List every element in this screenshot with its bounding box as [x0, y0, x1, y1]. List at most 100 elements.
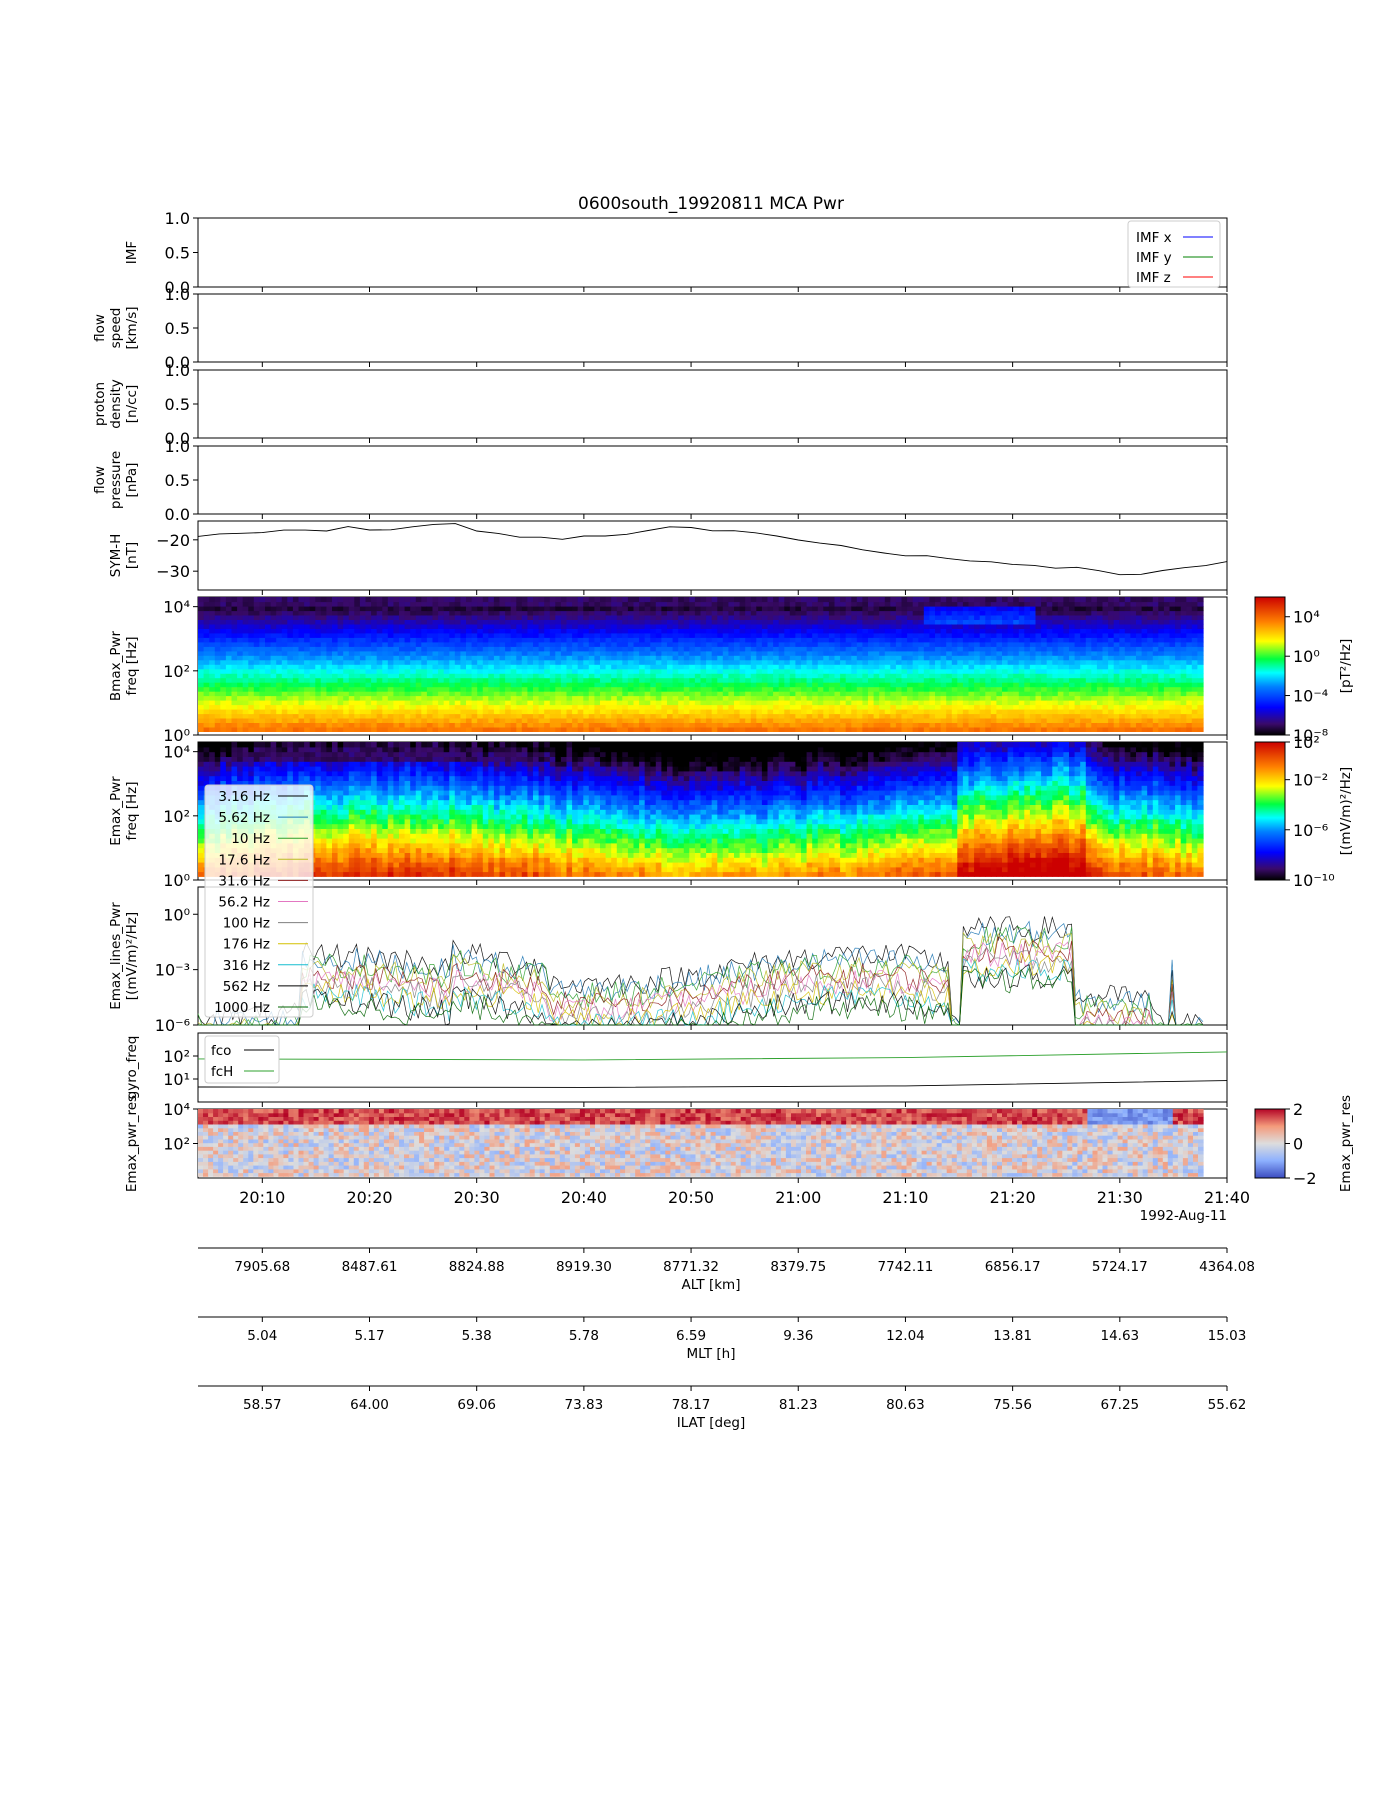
- spectrogram-cell: [521, 637, 528, 643]
- spectrogram-cell: [432, 722, 439, 728]
- spectrogram-cell: [399, 722, 406, 728]
- spectrogram-cell: [449, 713, 456, 719]
- spectrogram-cell: [946, 597, 953, 603]
- spectrogram-cell: [1080, 664, 1087, 670]
- spectrogram-cell: [605, 610, 612, 616]
- spectrogram-cell: [298, 726, 305, 732]
- spectrogram-cell: [393, 614, 400, 620]
- spectrogram-cell: [823, 691, 830, 697]
- spectrogram-cell: [588, 655, 595, 661]
- spectrogram-cell: [320, 623, 327, 629]
- spectrogram-cell: [466, 659, 473, 665]
- spectrogram-cell: [248, 650, 255, 656]
- spectrogram-cell: [873, 704, 880, 710]
- spectrogram-cell: [242, 659, 249, 665]
- spectrogram-cell: [588, 641, 595, 647]
- spectrogram-cell: [683, 632, 690, 638]
- spectrogram-cell: [773, 646, 780, 652]
- spectrogram-cell: [750, 691, 757, 697]
- spectrogram-cell: [639, 610, 646, 616]
- spectrogram-cell: [778, 686, 785, 692]
- spectrogram-cell: [1002, 659, 1009, 665]
- spectrogram-cell: [594, 664, 601, 670]
- spectrogram-cell: [387, 709, 394, 715]
- spectrogram-cell: [622, 623, 629, 629]
- spectrogram-cell: [315, 646, 322, 652]
- spectrogram-cell: [315, 709, 322, 715]
- spectrogram-cell: [789, 695, 796, 701]
- spectrogram-cell: [466, 650, 473, 656]
- spectrogram-cell: [895, 722, 903, 728]
- spectrogram-cell: [466, 691, 473, 697]
- spectrogram-cell: [348, 673, 355, 679]
- spectrogram-cell: [242, 637, 249, 643]
- spectrogram-cell: [1035, 677, 1042, 683]
- spectrogram-cell: [315, 650, 322, 656]
- spectrogram-cell: [482, 614, 489, 620]
- spectrogram-cell: [923, 610, 930, 616]
- spectrogram-cell: [1063, 655, 1070, 661]
- spectrogram-cell: [1091, 650, 1098, 656]
- spectrogram-cell: [281, 722, 288, 728]
- spectrogram-cell: [711, 682, 718, 688]
- spectrogram-cell: [332, 717, 339, 723]
- spectrogram-cell: [655, 610, 662, 616]
- spectrogram-cell: [767, 628, 774, 634]
- spectrogram-cell: [935, 722, 942, 728]
- spectrogram-cell: [276, 650, 283, 656]
- spectrogram-cell: [817, 673, 824, 679]
- spectrogram-cell: [426, 691, 434, 697]
- spectrogram-cell: [1063, 614, 1070, 620]
- spectrogram-cell: [572, 709, 579, 715]
- spectrogram-cell: [985, 668, 992, 674]
- spectrogram-cell: [650, 610, 657, 616]
- spectrogram-cell: [415, 677, 422, 683]
- spectrogram-cell: [510, 606, 517, 612]
- spectrogram-cell: [996, 700, 1003, 706]
- legend-label: IMF x: [1136, 230, 1172, 246]
- spectrogram-cell: [326, 717, 333, 723]
- spectrogram-cell: [683, 601, 690, 607]
- spectrogram-cell: [549, 691, 556, 697]
- spectrogram-cell: [359, 628, 367, 634]
- spectrogram-cell: [873, 655, 880, 661]
- spectrogram-cell: [421, 610, 428, 616]
- spectrogram-cell: [1080, 641, 1087, 647]
- spectrogram-cell: [901, 691, 908, 697]
- spectrogram-cell: [1007, 691, 1014, 697]
- spectrogram-cell: [477, 632, 484, 638]
- spectrogram-cell: [756, 695, 763, 701]
- spectrogram-cell: [365, 637, 372, 643]
- spectrogram-cell: [376, 659, 383, 665]
- spectrogram-cell: [734, 659, 741, 665]
- spectrogram-cell: [1013, 659, 1020, 665]
- spectrogram-cell: [739, 632, 746, 638]
- spectrogram-cell: [521, 673, 528, 679]
- spectrogram-cell: [516, 722, 523, 728]
- spectrogram-cell: [1074, 623, 1081, 629]
- spectrogram-cell: [1063, 641, 1070, 647]
- spectrogram-cell: [985, 713, 992, 719]
- spectrogram-cell: [583, 632, 590, 638]
- spectrogram-cell: [198, 686, 205, 692]
- spectrogram-cell: [516, 606, 523, 612]
- spectrogram-cell: [460, 691, 467, 697]
- spectrogram-cell: [209, 614, 216, 620]
- spectrogram-cell: [806, 664, 813, 670]
- spectrogram-cell: [840, 686, 847, 692]
- spectrogram-cell: [639, 601, 646, 607]
- spectrogram-cell: [706, 700, 713, 706]
- spectrogram-cell: [840, 646, 847, 652]
- spectrogram-cell: [382, 628, 389, 634]
- spectrogram-cell: [767, 614, 774, 620]
- spectrogram-cell: [817, 619, 824, 625]
- spectrogram-cell: [996, 713, 1003, 719]
- spectrogram-cell: [421, 628, 428, 634]
- spectrogram-cell: [951, 722, 958, 728]
- spectrogram-cell: [633, 713, 640, 719]
- spectrogram-cell: [767, 682, 774, 688]
- spectrogram-cell: [359, 709, 367, 715]
- spectrogram-cell: [203, 709, 210, 715]
- spectrogram-cell: [672, 659, 679, 665]
- spectrogram-cell: [968, 614, 975, 620]
